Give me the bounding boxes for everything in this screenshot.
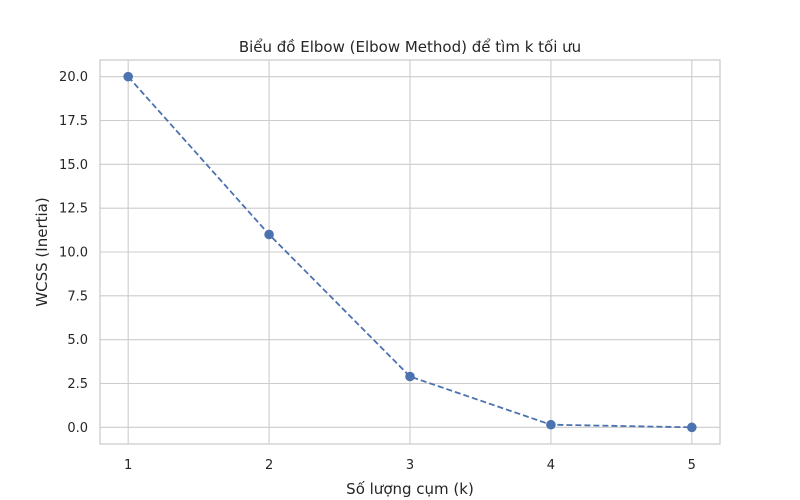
- x-tick-label: 4: [547, 458, 555, 473]
- data-point: [123, 71, 133, 82]
- data-point: [405, 371, 415, 382]
- x-tick-label: 2: [265, 458, 273, 473]
- x-axis-label: Số lượng cụm (k): [346, 480, 474, 498]
- y-tick-label: 12.5: [59, 202, 88, 217]
- x-tick-label: 3: [406, 458, 414, 473]
- y-tick-label: 7.5: [67, 289, 88, 304]
- chart-title: Biểu đồ Elbow (Elbow Method) để tìm k tố…: [239, 38, 581, 56]
- y-tick-label: 0.0: [67, 421, 88, 436]
- y-axis-label: WCSS (Inertia): [33, 197, 51, 306]
- series-line: [127, 76, 692, 429]
- y-tick-label: 20.0: [59, 70, 88, 85]
- y-tick-label: 10.0: [59, 246, 88, 261]
- x-tick-label: 5: [688, 458, 696, 473]
- tick-layer: 0.0 2.5 5.0 7.5 10.0 12.5 15.0 17.5 20.0 1 2 3 4 5: [59, 70, 696, 473]
- data-point: [264, 229, 274, 240]
- plot-frame: [99, 59, 721, 445]
- y-tick-label: 5.0: [67, 333, 88, 348]
- x-tick-label: 1: [124, 458, 132, 473]
- y-tick-label: 17.5: [59, 114, 88, 129]
- y-tick-label: 2.5: [67, 377, 88, 392]
- y-tick-label: 15.0: [59, 158, 88, 173]
- data-point: [687, 422, 697, 433]
- grid-layer: [100, 60, 720, 444]
- data-point: [546, 419, 556, 430]
- series-layer: [123, 71, 697, 433]
